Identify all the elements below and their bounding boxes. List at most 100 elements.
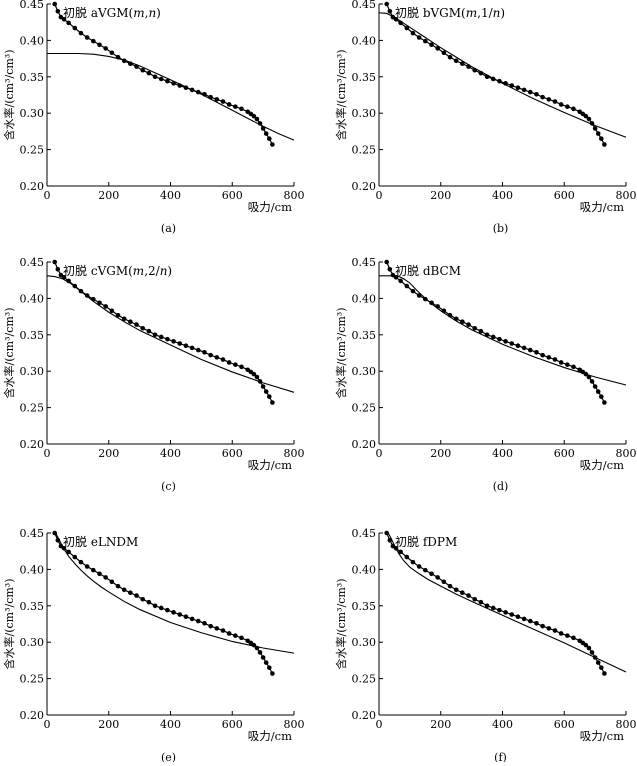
- measured-point: [534, 620, 539, 626]
- measured-point: [521, 87, 527, 93]
- measured-point: [55, 266, 61, 272]
- title-part: d: [423, 264, 431, 278]
- measured-point: [146, 70, 152, 76]
- measured-point: [233, 633, 238, 638]
- measured-point: [404, 25, 410, 31]
- measured-point: [152, 603, 158, 609]
- y-tick-label: 0.25: [352, 673, 377, 686]
- x-tick-label: 0: [376, 718, 383, 731]
- measured-point: [497, 336, 502, 342]
- measured-point: [267, 394, 272, 399]
- y-tick-label: 0.20: [20, 709, 45, 722]
- measured-point: [183, 614, 189, 620]
- chart-panel-a: 0 200 400 600 800 0.20 0.25 0.30 0.35 0.40 0.45 吸力/…: [2, 0, 305, 235]
- measured-point: [460, 61, 465, 66]
- measured-point: [267, 136, 272, 141]
- measured-point: [589, 650, 595, 655]
- measured-point: [165, 607, 170, 613]
- chart-panel-c: 0 200 400 600 800 0.20 0.25 0.30 0.35 0.40 0.45 吸力/…: [2, 256, 305, 493]
- measured-point: [257, 650, 263, 655]
- measured-point: [208, 352, 213, 358]
- chart-panel-f: 0 200 400 600 800 0.20 0.25 0.30 0.35 0.40 0.45 吸力/…: [334, 527, 637, 764]
- title-part: 初脱: [63, 263, 91, 278]
- measured-point: [586, 116, 592, 122]
- measured-point: [534, 349, 539, 355]
- measured-point: [140, 67, 146, 73]
- title-part: ,2/: [144, 264, 160, 278]
- measured-point: [260, 655, 266, 660]
- y-tick-label: 0.40: [20, 34, 45, 47]
- x-axis-label: 吸力/cm: [580, 729, 624, 743]
- measured-point: [78, 559, 84, 565]
- title-part: a: [91, 6, 98, 20]
- measured-point: [121, 587, 127, 593]
- x-tick-label: 200: [98, 189, 119, 202]
- fitted-curve: [379, 275, 627, 386]
- measured-point: [52, 259, 58, 265]
- measured-point: [490, 334, 496, 340]
- measured-point: [466, 593, 471, 598]
- measured-point: [260, 384, 266, 389]
- measured-point: [447, 54, 453, 60]
- y-tick-label: 0.30: [352, 636, 377, 649]
- y-tick-label: 0.40: [352, 563, 377, 576]
- measured-point: [171, 610, 176, 615]
- measured-point: [429, 42, 434, 48]
- measured-point: [509, 83, 515, 88]
- panel-caption: (a): [161, 222, 176, 235]
- measured-point: [103, 575, 108, 580]
- measured-point: [121, 316, 127, 322]
- title-part: m: [466, 6, 477, 20]
- x-axis-label: 吸力/cm: [248, 458, 292, 472]
- measured-point: [214, 355, 220, 360]
- measured-point: [72, 25, 78, 31]
- panel-title: 初脱 fDPM: [395, 534, 457, 549]
- measured-point: [177, 341, 183, 346]
- measured-line: [54, 3, 273, 145]
- y-tick-label: 0.35: [352, 329, 377, 342]
- y-axis-label: 含水率/(cm³/cm³): [334, 579, 348, 670]
- measured-point: [128, 590, 133, 595]
- y-tick-label: 0.30: [20, 636, 45, 649]
- title-part: LNDM: [98, 535, 138, 549]
- measured-point: [435, 46, 440, 51]
- measured-point: [270, 671, 275, 676]
- measured-point: [254, 116, 260, 122]
- measured-point: [140, 325, 146, 331]
- measured-point: [478, 328, 484, 334]
- measured-point: [387, 266, 393, 272]
- title-part: VGM(: [97, 264, 133, 278]
- measured-point: [134, 593, 139, 598]
- measured-point: [84, 35, 90, 40]
- measured-point: [602, 142, 607, 147]
- panel-title: 初脱 aVGM(m,n): [63, 5, 161, 20]
- measured-point: [552, 99, 558, 104]
- measured-point: [583, 113, 589, 119]
- panel-title: 初脱 bVGM(m,1/n): [395, 5, 505, 20]
- measured-point: [595, 389, 601, 394]
- measured-point: [171, 339, 176, 344]
- measured-point: [226, 631, 232, 636]
- chart-panel-d: 0 200 400 600 800 0.20 0.25 0.30 0.35 0.40 0.45 吸力/…: [334, 256, 637, 493]
- measured-point: [497, 607, 502, 613]
- x-axis-label: 吸力/cm: [248, 729, 292, 743]
- measured-point: [115, 312, 121, 318]
- y-tick-label: 0.45: [352, 256, 377, 269]
- measured-point: [503, 339, 508, 344]
- measured-point: [165, 336, 170, 342]
- y-tick-label: 0.25: [352, 402, 377, 415]
- measured-line: [54, 532, 273, 674]
- measured-point: [239, 106, 244, 112]
- measured-point: [189, 616, 195, 622]
- title-part: VGM(: [430, 6, 466, 20]
- fitted-curve: [379, 12, 627, 138]
- title-part: ): [167, 264, 172, 278]
- measured-point: [602, 671, 607, 676]
- measured-point: [552, 357, 558, 362]
- measured-point: [387, 8, 393, 14]
- fitted-curve: [47, 52, 295, 141]
- measured-point: [515, 343, 521, 349]
- measured-point: [571, 106, 576, 112]
- y-axis-label: 含水率/(cm³/cm³): [334, 50, 348, 141]
- x-tick-label: 800: [616, 189, 637, 202]
